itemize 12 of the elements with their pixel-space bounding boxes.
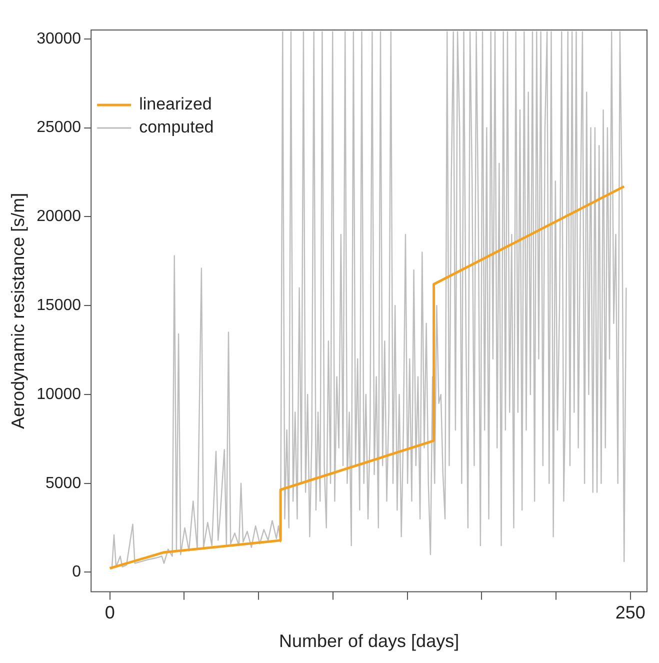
legend-label: computed (139, 118, 214, 137)
y-tick-label: 10000 (36, 386, 82, 403)
y-tick-label: 30000 (36, 30, 82, 48)
y-tick-label: 5000 (46, 474, 82, 492)
x-axis-title: Number of days [days] (279, 631, 460, 652)
x-tick-label: 250 (615, 602, 646, 623)
y-axis-title: Aerodynamic resistance [s/m] (8, 192, 28, 429)
y-tick-label: 15000 (36, 296, 82, 314)
legend-label: linearized (139, 94, 212, 114)
y-tick-label: 0 (72, 564, 82, 581)
y-tick-label: 25000 (36, 119, 82, 136)
y-tick-label: 20000 (36, 208, 82, 226)
